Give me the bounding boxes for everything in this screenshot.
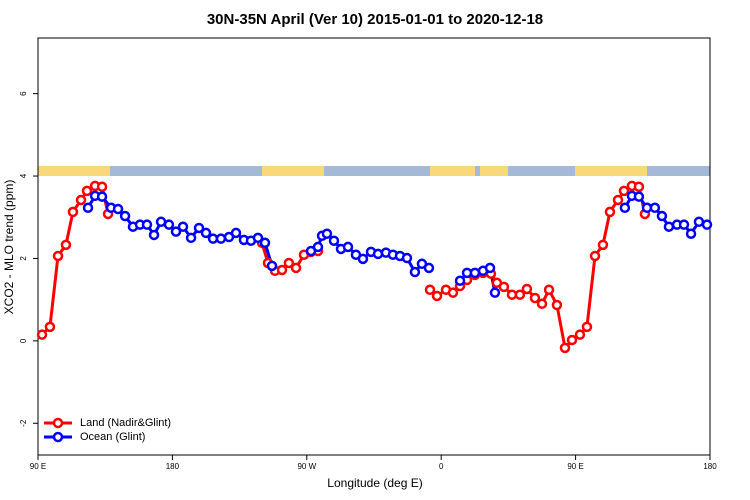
data-point (312, 241, 324, 253)
data-point (185, 232, 197, 244)
data-point (290, 262, 302, 274)
land-ocean-strip (38, 166, 710, 176)
x-tick-label: 0 (439, 462, 444, 471)
data-point (633, 181, 645, 193)
data-point (321, 228, 333, 239)
data-point (52, 250, 64, 262)
x-tick-label: 90 E (30, 462, 46, 471)
data-point (82, 202, 94, 214)
data-point (36, 329, 48, 340)
data-point (67, 206, 79, 218)
legend-marker (52, 417, 64, 429)
data-point (693, 216, 705, 228)
data-point (170, 226, 182, 237)
data-point (469, 267, 481, 279)
data-point (536, 298, 548, 310)
data-point (119, 210, 131, 222)
data-point (431, 290, 443, 302)
y-axis-label: XCO2 - MLO trend (ppm) (2, 180, 16, 315)
legend-marker (52, 431, 64, 443)
chart-title: 30N-35N April (Ver 10) 2015-01-01 to 202… (207, 11, 543, 28)
data-point (454, 275, 466, 286)
data-point (372, 248, 384, 260)
data-point (230, 227, 242, 239)
data-point (215, 233, 227, 244)
data-point (514, 289, 526, 300)
data-point (543, 284, 555, 296)
data-point (60, 239, 72, 251)
legend-label: Ocean (Glint) (80, 431, 145, 443)
data-point (193, 222, 205, 234)
data-point (328, 235, 340, 246)
data-point (81, 185, 93, 197)
y-tick-label: 4 (19, 173, 28, 178)
data-point (566, 334, 578, 346)
data-point (649, 202, 661, 214)
data-point (597, 239, 609, 251)
plot-frame (37, 37, 711, 456)
data-point (612, 194, 624, 206)
data-point (618, 185, 630, 197)
data-point (259, 237, 271, 249)
x-tick-label: 180 (703, 462, 717, 471)
data-point (283, 257, 295, 269)
data-point (619, 202, 631, 214)
data-point (357, 253, 369, 265)
data-point (581, 321, 593, 333)
data-point (484, 262, 496, 274)
data-point (252, 232, 264, 244)
data-point (685, 228, 697, 239)
data-point (574, 329, 586, 340)
y-tick-label: 2 (19, 256, 28, 261)
data-point (266, 260, 278, 272)
x-axis-label: Longitude (deg E) (327, 476, 422, 490)
data-point (604, 206, 616, 218)
data-point (551, 299, 563, 311)
data-point (401, 252, 413, 264)
y-tick-label: 6 (19, 91, 28, 96)
data-point (342, 241, 354, 253)
data-point (112, 203, 124, 215)
data-point (424, 284, 436, 296)
data-point (276, 264, 288, 276)
data-point (656, 210, 668, 222)
data-point (200, 227, 212, 239)
data-point (529, 292, 541, 304)
data-point (489, 287, 501, 298)
data-point (75, 194, 87, 206)
data-point (498, 281, 510, 293)
data-point (678, 219, 690, 230)
data-point (663, 221, 675, 232)
data-point (701, 219, 713, 230)
data-point (423, 262, 435, 274)
data-point (163, 219, 175, 230)
x-tick-label: 90 E (567, 462, 583, 471)
legend-label: Land (Nadir&Glint) (80, 417, 171, 429)
series-line (40, 184, 647, 352)
data-point (589, 250, 601, 262)
data-point (521, 283, 533, 295)
data-point (409, 266, 421, 278)
data-point (96, 191, 108, 202)
data-point (633, 191, 645, 202)
data-point (447, 287, 459, 298)
y-tick-label: -2 (19, 419, 28, 427)
data-point (559, 342, 571, 354)
data-point (177, 221, 189, 232)
data-point (148, 229, 160, 241)
data-point (44, 321, 56, 333)
data-point (96, 181, 108, 193)
y-tick-label: 0 (19, 338, 28, 343)
x-tick-label: 180 (166, 462, 180, 471)
data-point (141, 219, 153, 230)
x-tick-label: 90 W (297, 462, 316, 471)
